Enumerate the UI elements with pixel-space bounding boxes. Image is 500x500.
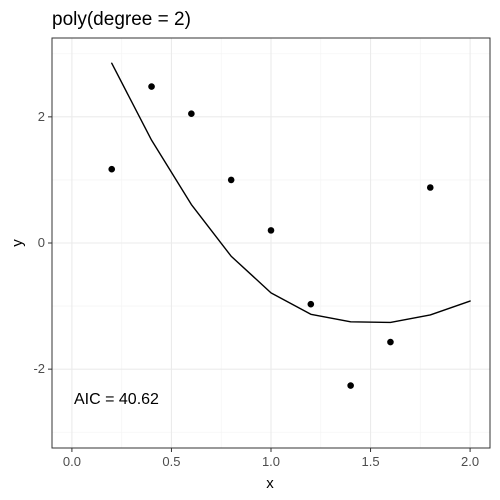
scatter-point	[188, 110, 195, 117]
x-axis-ticks: 0.0 0.5 1.0 1.5 2.0	[63, 448, 479, 469]
scatter-point	[108, 165, 116, 173]
scatter-point	[347, 382, 354, 389]
aic-annotation: AIC = 40.62	[74, 391, 159, 408]
major-grid	[52, 38, 490, 448]
x-tick-label: 2.0	[461, 454, 479, 469]
scatter-point	[267, 227, 275, 234]
x-tick-label: 1.5	[362, 454, 380, 469]
y-axis-ticks: -2 0 2	[33, 109, 52, 376]
y-tick-label: 0	[38, 235, 45, 250]
x-tick-label: 1.0	[262, 454, 280, 469]
scatter-point	[387, 338, 394, 346]
fit-line-layer	[111, 62, 471, 324]
scatter-point	[307, 300, 315, 308]
scatter-point	[227, 176, 235, 184]
x-tick-label: 0.5	[162, 454, 180, 469]
y-tick-label: 2	[38, 109, 45, 124]
y-axis-label: y	[9, 239, 26, 247]
x-axis-label: x	[266, 475, 274, 492]
x-tick-label: 0.0	[63, 454, 81, 469]
scatter-point	[426, 184, 434, 191]
points-layer	[108, 83, 434, 389]
y-tick-label: -2	[33, 361, 45, 376]
fit-curve	[111, 62, 471, 324]
chart-title: poly(degree = 2)	[52, 9, 191, 30]
scatter-point	[148, 83, 155, 90]
